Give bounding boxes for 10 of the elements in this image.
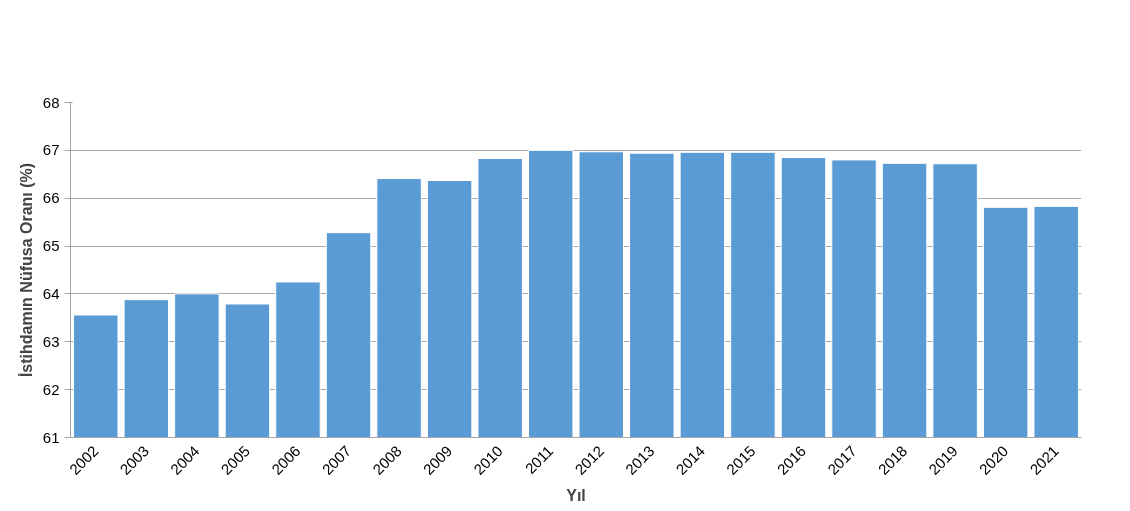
y-tick-label: 64 (42, 284, 60, 302)
y-tick-label: 63 (42, 332, 60, 350)
y-axis-title: İstihdamın Nüfusa Oranı (%) (17, 162, 35, 378)
y-tick-label: 65 (42, 237, 60, 255)
x-axis-title: Yıl (566, 487, 586, 505)
y-tick-label: 61 (42, 428, 60, 446)
y-tick-label: 66 (42, 189, 60, 207)
y-tick-label: 67 (42, 141, 60, 159)
y-tick-label: 62 (42, 380, 60, 398)
y-tick-label: 68 (42, 93, 60, 111)
